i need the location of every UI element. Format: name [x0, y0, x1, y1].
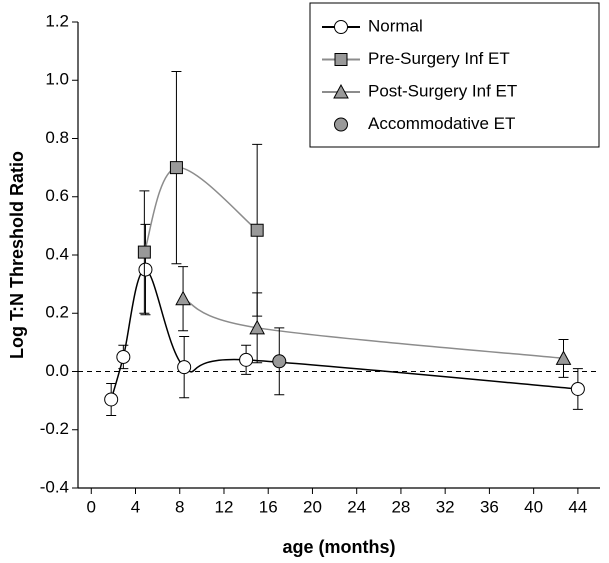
x-tick-label: 28	[391, 497, 410, 516]
legend-label: Pre-Surgery Inf ET	[368, 49, 510, 68]
x-tick-label: 36	[480, 497, 499, 516]
legend-label: Post-Surgery Inf ET	[368, 81, 517, 100]
y-tick-label: -0.4	[40, 477, 69, 496]
x-tick-label: 16	[259, 497, 278, 516]
y-tick-label: 1.2	[45, 11, 69, 30]
x-tick-label: 32	[436, 497, 455, 516]
series-line	[182, 297, 564, 360]
marker	[250, 223, 264, 237]
x-tick-label: 4	[131, 497, 140, 516]
x-tick-label: 8	[175, 497, 184, 516]
legend-label: Normal	[368, 16, 423, 35]
marker	[104, 392, 119, 407]
marker	[116, 349, 131, 364]
marker	[272, 354, 287, 369]
x-tick-label: 20	[303, 497, 322, 516]
legend-label: Accommodative ET	[368, 114, 515, 133]
marker	[334, 117, 348, 132]
marker	[169, 161, 183, 175]
y-tick-label: 1.0	[45, 70, 69, 89]
marker	[334, 20, 348, 34]
marker	[177, 360, 192, 375]
marker	[334, 53, 348, 66]
y-tick-label: 0.0	[45, 361, 69, 380]
marker	[249, 319, 265, 335]
marker	[175, 290, 191, 306]
x-tick-label: 44	[568, 497, 587, 516]
y-tick-label: 0.2	[45, 303, 69, 322]
x-axis-label: age (months)	[282, 537, 395, 557]
y-tick-label: 0.8	[45, 128, 69, 147]
y-tick-label: 0.4	[45, 244, 69, 263]
y-tick-label: -0.2	[40, 419, 69, 438]
marker	[138, 262, 153, 277]
x-tick-label: 40	[524, 497, 543, 516]
x-tick-label: 24	[347, 497, 366, 516]
series-line	[143, 166, 258, 253]
series-line	[110, 268, 578, 400]
y-tick-label: 0.6	[45, 186, 69, 205]
x-tick-label: 12	[215, 497, 234, 516]
marker	[555, 350, 572, 365]
y-axis-label: Log T:N Threshold Ratio	[7, 151, 27, 359]
legend: Normal Pre-Surgery Inf ET Post-Surgery Inf…	[309, 2, 600, 148]
x-tick-label: 0	[87, 497, 96, 516]
marker	[570, 381, 585, 396]
marker	[137, 245, 151, 259]
marker	[333, 83, 349, 99]
marker	[239, 352, 254, 367]
